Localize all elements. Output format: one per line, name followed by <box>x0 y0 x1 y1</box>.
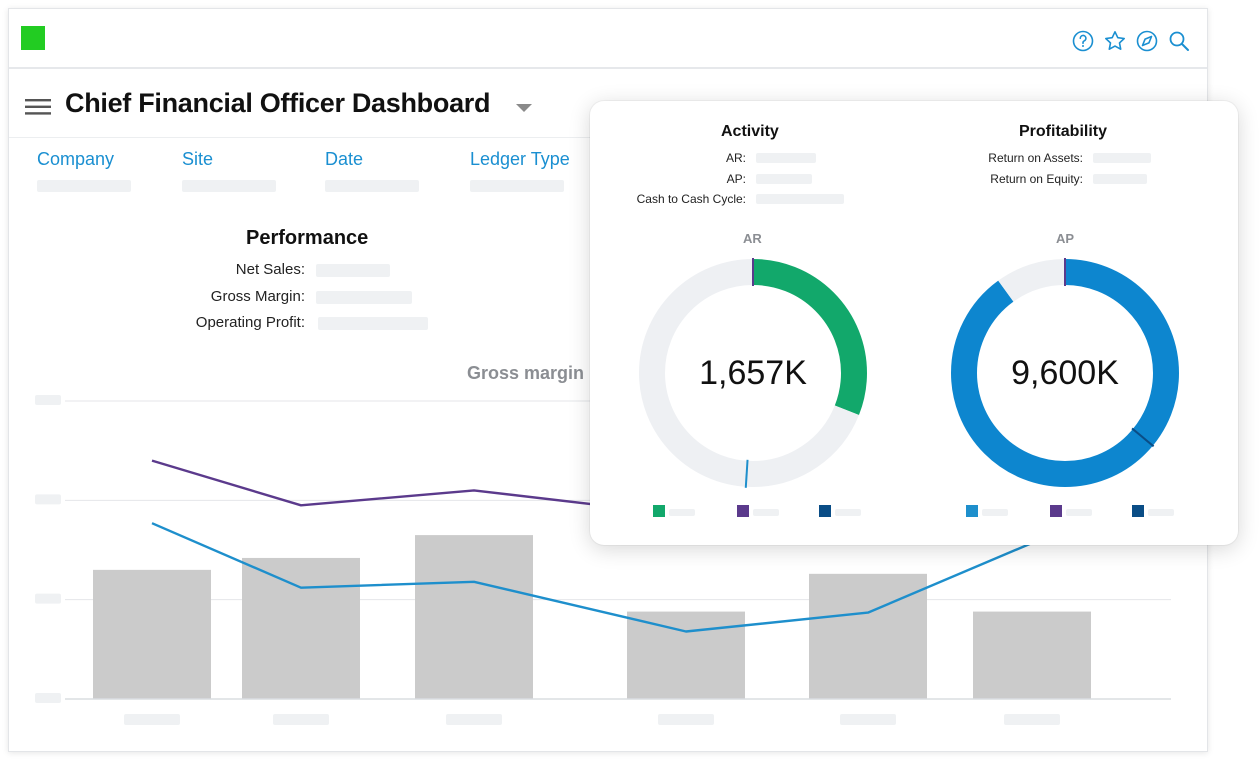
x-tick-label <box>1004 714 1060 725</box>
filter-company-value <box>37 180 131 192</box>
x-tick-label <box>840 714 896 725</box>
top-bar <box>9 9 1207 69</box>
ar-donut-value: 1,657K <box>699 354 807 392</box>
filter-ledger-type-label: Ledger Type <box>470 149 570 169</box>
profitability-roe-value <box>1093 174 1147 184</box>
hamburger-menu-icon[interactable] <box>25 98 53 116</box>
ar-legend-item[interactable] <box>653 505 713 519</box>
chart-series-line[interactable] <box>151 459 687 517</box>
profitability-roa-value <box>1093 153 1151 163</box>
chart-bar[interactable] <box>415 535 533 699</box>
x-tick-label <box>273 714 329 725</box>
filter-bar: Company Site Date Ledger Type <box>9 149 629 199</box>
profitability-title: Profitability <box>1019 123 1108 140</box>
profitability-roa-label: Return on Assets: <box>988 151 1083 165</box>
ap-donut-value: 9,600K <box>1011 354 1119 392</box>
top-toolbar <box>1071 29 1191 53</box>
y-tick-label <box>35 593 61 604</box>
filter-site[interactable]: Site <box>182 149 302 192</box>
ap-donut-chart[interactable] <box>947 255 1183 491</box>
gross-margin-chart: Gross margin <box>35 363 1171 725</box>
ap-legend-label <box>1148 509 1174 516</box>
filter-company[interactable]: Company <box>37 149 157 192</box>
activity-ap-value <box>756 174 812 184</box>
metric-gross-margin: Gross Margin: <box>129 288 305 308</box>
metric-operating-profit-label: Operating Profit: <box>195 314 305 331</box>
metric-operating-profit: Operating Profit: <box>129 314 305 334</box>
ap-donut-caption: AP <box>1056 231 1075 246</box>
ar-legend-swatch <box>819 505 831 517</box>
x-tick-label <box>658 714 714 725</box>
ap-donut-marker <box>1131 427 1155 448</box>
activity-cash-cycle-label: Cash to Cash Cycle: <box>636 192 746 206</box>
profitability-roe-label: Return on Equity: <box>990 172 1083 186</box>
y-tick-label <box>35 395 61 405</box>
ap-legend-item[interactable] <box>1132 505 1192 519</box>
star-icon[interactable] <box>1103 29 1127 53</box>
filter-site-value <box>182 180 276 192</box>
activity-ar-label: AR: <box>725 151 746 165</box>
x-tick-label <box>446 714 502 725</box>
filter-ledger-type-value <box>470 180 564 192</box>
chart-series-line[interactable] <box>151 522 1033 633</box>
chart-bar[interactable] <box>973 611 1091 699</box>
metric-net-sales: Net Sales: <box>129 261 305 281</box>
metric-net-sales-value <box>316 264 390 277</box>
chart-title: Gross margin <box>467 363 584 383</box>
ap-legend-item[interactable] <box>1050 505 1110 519</box>
ar-donut-caption: AR <box>743 231 762 246</box>
ar-legend-label <box>669 509 695 516</box>
filter-company-label: Company <box>37 149 115 169</box>
performance-title: Performance <box>246 227 369 249</box>
ar-donut-marker <box>744 459 749 488</box>
chart-bar[interactable] <box>809 573 927 699</box>
chart-bar[interactable] <box>627 611 745 699</box>
metric-gross-margin-value <box>316 291 412 304</box>
filter-ledger-type[interactable]: Ledger Type <box>470 149 590 192</box>
help-circle-icon[interactable] <box>1071 29 1095 53</box>
compass-icon[interactable] <box>1135 29 1159 53</box>
search-icon[interactable] <box>1167 29 1191 53</box>
chart-bar[interactable] <box>242 557 360 699</box>
metric-gross-margin-label: Gross Margin: <box>210 288 305 305</box>
ar-legend-label <box>835 509 861 516</box>
ar-legend-swatch <box>737 505 749 517</box>
ap-legend-swatch <box>966 505 978 517</box>
ap-legend-swatch <box>1050 505 1062 517</box>
y-tick-label <box>35 494 61 505</box>
y-tick-label <box>35 693 61 703</box>
filter-date-value <box>325 180 419 192</box>
filter-date[interactable]: Date <box>325 149 445 192</box>
chevron-down-icon[interactable] <box>515 102 533 114</box>
ar-legend-label <box>753 509 779 516</box>
app-logo[interactable] <box>21 26 45 50</box>
ar-donut-chart[interactable] <box>635 255 871 491</box>
activity-cash-cycle-value <box>756 194 844 204</box>
activity-ap-label: AP: <box>726 172 746 186</box>
x-tick-label <box>124 714 180 725</box>
ar-legend-item[interactable] <box>737 505 797 519</box>
ap-legend-swatch <box>1132 505 1144 517</box>
metric-net-sales-label: Net Sales: <box>235 261 305 278</box>
ap-legend-label <box>1066 509 1092 516</box>
activity-title: Activity <box>721 123 779 140</box>
activity-ar-value <box>756 153 816 163</box>
ar-legend-swatch <box>653 505 665 517</box>
filter-date-label: Date <box>325 149 364 169</box>
chart-bar[interactable] <box>93 569 211 699</box>
metric-operating-profit-value <box>318 317 428 330</box>
page-title: Chief Financial Officer Dashboard <box>65 88 491 118</box>
ap-legend-item[interactable] <box>966 505 1026 519</box>
activity-profitability-card: Activity AR: AP: Cash to Cash Cycle: Pro… <box>590 101 1238 545</box>
filter-site-label: Site <box>182 149 214 169</box>
ar-legend-item[interactable] <box>819 505 879 519</box>
ap-legend-label <box>982 509 1008 516</box>
